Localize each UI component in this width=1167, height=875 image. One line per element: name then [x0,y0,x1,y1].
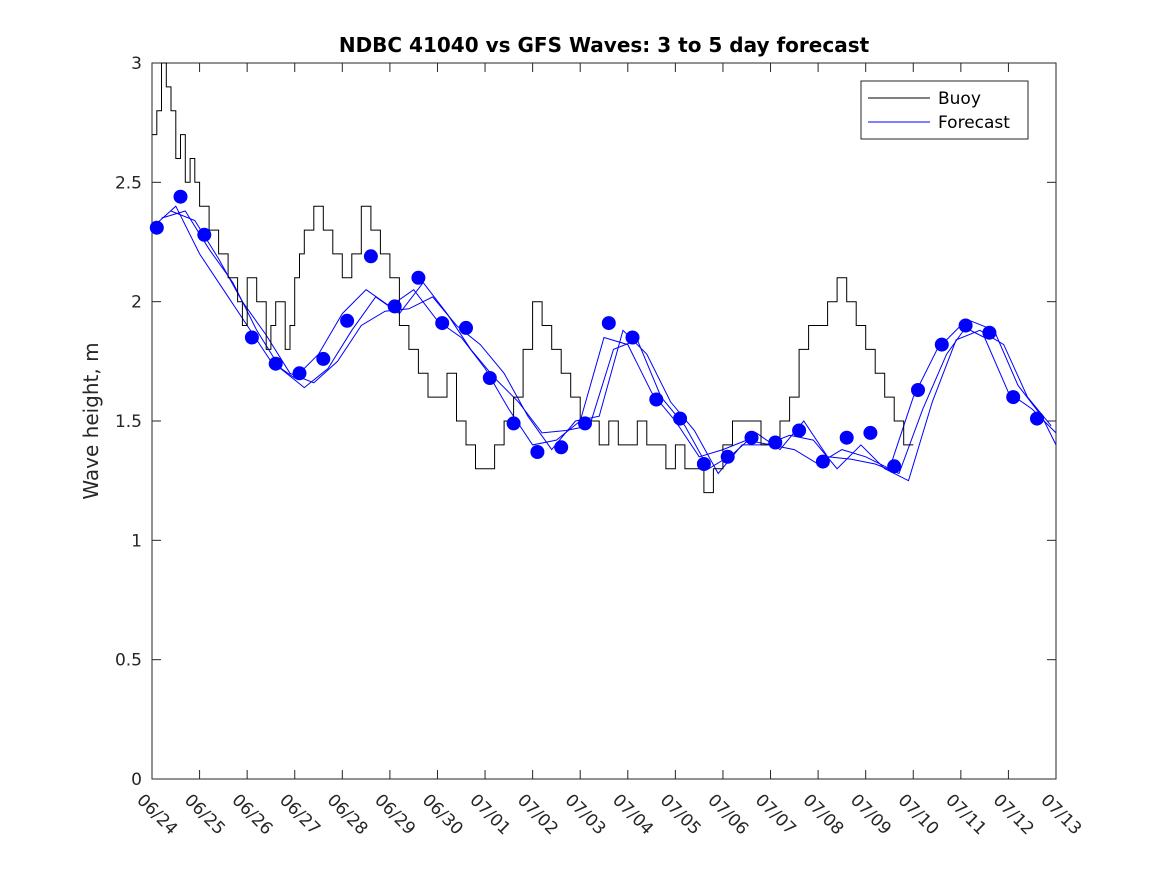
legend-box [860,80,1029,140]
chart-title: NDBC 41040 vs GFS Waves: 3 to 5 day fore… [339,33,870,57]
forecast-line [161,210,1057,475]
forecast-marker [244,330,259,345]
forecast-marker [768,435,783,450]
forecast-marker [340,313,355,328]
forecast-marker [649,392,664,407]
forecast-marker [554,440,569,455]
forecast-marker [411,270,426,285]
y-tick-label: 0 [131,770,142,790]
forecast-marker [292,366,307,381]
legend-forecast-label: Forecast [938,113,1010,133]
y-tick-label: 1 [131,531,142,551]
forecast-marker [839,430,854,445]
legend: Buoy Forecast [860,80,1029,140]
y-axis: 0 0.5 1 1.5 2 2.5 3 [115,54,1056,790]
forecast-marker [673,411,688,426]
forecast-marker [911,383,925,397]
legend-buoy-label: Buoy [938,89,981,109]
forecast-marker [625,330,640,345]
forecast-line [170,210,1052,482]
forecast-marker [863,425,878,440]
y-tick-label: 3 [131,54,142,74]
forecast-marker [934,337,949,352]
forecast-marker [720,449,735,464]
forecast-marker [1030,411,1044,426]
forecast-marker [387,299,402,314]
y-axis-label: Wave height, m [79,342,103,499]
forecast-marker [149,220,164,235]
forecast-marker [530,445,545,459]
y-tick-label: 2 [131,293,142,313]
forecast-marker [815,454,830,469]
forecast-marker [459,320,473,335]
y-tick-label: 1.5 [115,412,142,432]
forecast-marker [1006,390,1021,405]
forecast-marker [578,416,592,431]
forecast-marker [506,416,521,431]
forecast-marker [792,423,807,438]
forecast-marker [435,316,450,331]
forecast-marker [197,227,212,242]
forecast-marker [696,457,711,471]
axes-box [151,62,1057,780]
forecast-marker [601,316,616,331]
forecast-marker [958,318,973,333]
y-tick-label: 0.5 [115,651,142,671]
y-tick-label: 2.5 [115,173,142,193]
forecast-marker [316,351,331,366]
forecast-marker [268,356,283,371]
forecast-marker [744,430,759,445]
forecast-marker [982,325,997,340]
forecast-marker [482,371,497,385]
plot-area [151,62,1057,780]
forecast-marker [363,249,378,264]
forecast-markers [149,189,1044,474]
forecast-marker [173,189,188,204]
forecast-marker [887,459,902,474]
